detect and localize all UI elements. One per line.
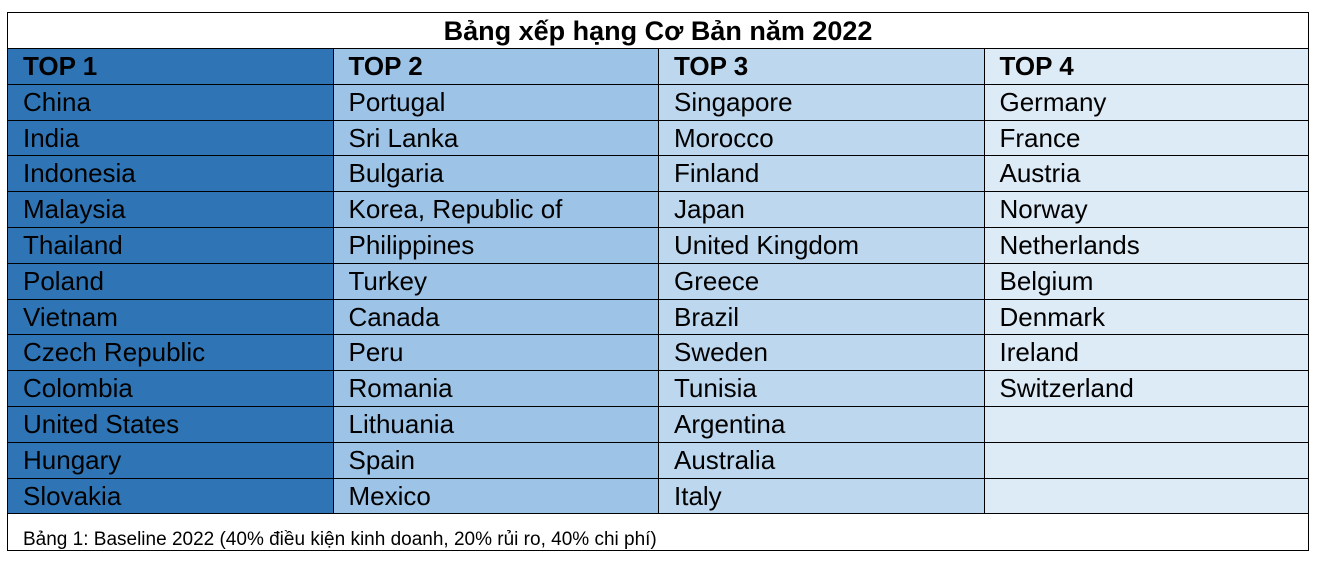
table-cell: Argentina <box>659 407 985 443</box>
table-cell: Morocco <box>659 120 985 157</box>
table-cell: Australia <box>659 442 985 479</box>
table-cell: Czech Republic <box>8 335 334 372</box>
table-cell: Canada <box>333 299 659 336</box>
table-cell: Japan <box>659 192 985 228</box>
table-cell: Peru <box>333 335 659 372</box>
table-cell: France <box>984 120 1308 157</box>
table-caption: Bảng 1: Baseline 2022 (40% điều kiện kin… <box>23 529 657 550</box>
table-cell: Sri Lanka <box>333 120 659 157</box>
table-cell: Turkey <box>333 263 659 300</box>
table-cell: Lithuania <box>333 407 659 443</box>
table-cell: Malaysia <box>8 192 334 228</box>
table-cell: Greece <box>659 263 985 300</box>
table-cell: Netherlands <box>984 228 1308 264</box>
empty-cell <box>984 442 1308 479</box>
table-cell: Portugal <box>333 84 659 121</box>
column-header: TOP 4 <box>984 49 1308 85</box>
column-header: TOP 1 <box>8 49 334 85</box>
table-cell: Poland <box>8 263 334 300</box>
table-cell: Thailand <box>8 228 334 264</box>
table-cell: Colombia <box>8 371 334 407</box>
table-cell: Korea, Republic of <box>333 192 659 228</box>
table-cell: Germany <box>984 84 1308 121</box>
table-cell: Spain <box>333 442 659 479</box>
table-cell: Switzerland <box>984 371 1308 407</box>
table-title: Bảng xếp hạng Cơ Bản năm 2022 <box>8 13 1308 49</box>
table-cell: Belgium <box>984 263 1308 300</box>
table-cell: Norway <box>984 192 1308 228</box>
table-cell: United Kingdom <box>659 228 985 264</box>
table-cell: United States <box>8 407 334 443</box>
table-cell: Denmark <box>984 299 1308 336</box>
table-cell: Slovakia <box>8 478 334 515</box>
table-cell: Singapore <box>659 84 985 121</box>
table-cell: China <box>8 84 334 121</box>
table-cell: Ireland <box>984 335 1308 372</box>
table-cell: Italy <box>659 478 985 515</box>
table-cell: Mexico <box>333 478 659 515</box>
table-cell: Austria <box>984 156 1308 193</box>
table-cell: Finland <box>659 156 985 193</box>
table-cell: Tunisia <box>659 371 985 407</box>
table-cell: Indonesia <box>8 156 334 193</box>
column-header: TOP 2 <box>333 49 659 85</box>
empty-cell <box>984 478 1308 515</box>
table-cell: Romania <box>333 371 659 407</box>
column-header: TOP 3 <box>659 49 985 85</box>
table-cell: Brazil <box>659 299 985 336</box>
table-cell: Vietnam <box>8 299 334 336</box>
table-cell: Hungary <box>8 442 334 479</box>
table-cell: Bulgaria <box>333 156 659 193</box>
table-cell: Sweden <box>659 335 985 372</box>
empty-cell <box>984 407 1308 443</box>
table-cell: India <box>8 120 334 157</box>
table: Bảng xếp hạng Cơ Bản năm 2022 Bảng 1: Ba… <box>7 12 1309 551</box>
table-cell: Philippines <box>333 228 659 264</box>
